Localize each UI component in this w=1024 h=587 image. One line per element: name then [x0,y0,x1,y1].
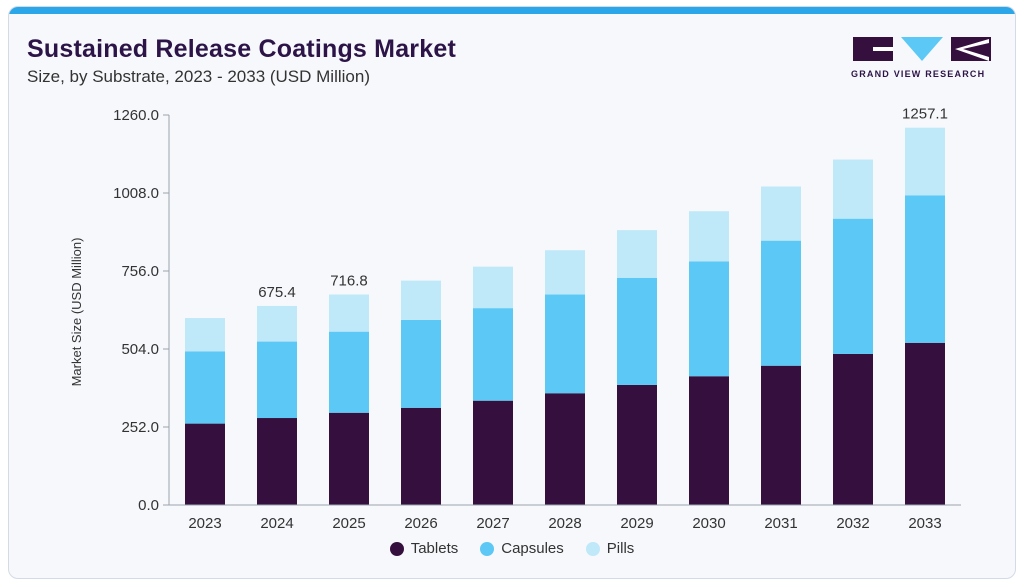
bar-capsules-2030 [689,261,729,377]
x-axis: 2023 2024 2025 2026 2027 2028 2029 2030 2031 2032… [169,504,961,532]
x-tick-label: 2029 [620,515,653,532]
legend-label: Tablets [410,540,459,557]
y-tick-label: 504.0 [121,341,159,358]
x-tick-label: 2030 [692,515,725,532]
y-tick-label: 252.0 [121,419,159,436]
legend: Tablets Capsules Pills [9,540,1015,557]
bars-group: 675.4 716.8 1257.1 [185,106,948,505]
bar-capsules-2033 [905,195,945,343]
bar-pills-2023 [185,318,225,352]
chart-card: Sustained Release Coatings Market Size, … [8,6,1016,579]
y-tick-label: 1260.0 [113,107,159,124]
x-tick-label: 2033 [908,515,941,532]
bar-tablets-2029 [617,384,657,505]
bar-tablets-2030 [689,376,729,505]
bar-pills-2024 [257,305,297,342]
bar-tablets-2027 [473,400,513,505]
bar-pills-2028 [545,250,585,295]
bar-capsules-2028 [545,294,585,394]
bar-tablets-2025 [329,412,369,505]
accent-top-bar [9,7,1015,14]
legend-swatch [480,541,495,556]
bar-tablets-2031 [761,365,801,505]
legend-item-pills: Pills [585,540,635,557]
bar-pills-2030 [689,211,729,262]
bar-pills-2031 [761,186,801,241]
stacked-bar-chart: 0.0 252.0 504.0 756.0 1008.0 1260.0 675.4 716.… [69,106,961,532]
x-tick-label: 2027 [476,515,509,532]
bar-capsules-2032 [833,218,873,354]
bar-capsules-2026 [401,319,441,408]
bar-pills-2029 [617,230,657,278]
y-tick-label: 756.0 [121,263,159,280]
x-tick-label: 2026 [404,515,437,532]
y-axis: 0.0 252.0 504.0 756.0 1008.0 1260.0 [113,107,170,514]
legend-label: Pills [606,540,635,557]
y-tick-label: 1008.0 [113,185,159,202]
bar-capsules-2024 [257,341,297,419]
y-tick-label: 0.0 [138,497,159,514]
bar-pills-2032 [833,159,873,219]
bar-tablets-2033 [905,342,945,505]
bar-capsules-2023 [185,351,225,424]
y-axis-label: Market Size (USD Million) [69,238,84,387]
legend-item-tablets: Tablets [389,540,459,557]
bar-capsules-2031 [761,240,801,366]
grand-view-research-logo: GRAND VIEW RESEARCH [851,35,996,87]
bar-capsules-2029 [617,277,657,385]
x-tick-label: 2031 [764,515,797,532]
total-value-label: 716.8 [330,273,368,290]
x-tick-label: 2028 [548,515,581,532]
legend-item-capsules: Capsules [480,540,564,557]
total-value-label: 1257.1 [902,106,948,123]
total-value-label: 675.4 [258,284,296,301]
bar-tablets-2023 [185,423,225,505]
bar-capsules-2025 [329,331,369,413]
bar-tablets-2028 [545,393,585,505]
bar-tablets-2024 [257,418,297,505]
logo-mark-icon [853,37,991,61]
x-tick-label: 2032 [836,515,869,532]
legend-label: Capsules [501,540,564,557]
chart-subtitle: Size, by Substrate, 2023 - 2033 (USD Mil… [27,67,370,86]
x-tick-label: 2023 [188,515,221,532]
x-tick-label: 2025 [332,515,365,532]
bar-capsules-2027 [473,308,513,401]
logo-text: GRAND VIEW RESEARCH [851,69,986,79]
bar-pills-2033 [905,127,945,196]
legend-swatch [585,541,600,556]
x-tick-label: 2024 [260,515,293,532]
bar-tablets-2026 [401,407,441,505]
bar-pills-2025 [329,294,369,332]
bar-pills-2027 [473,266,513,309]
legend-swatch [389,541,404,556]
bar-pills-2026 [401,280,441,320]
chart-title: Sustained Release Coatings Market [27,35,456,63]
bar-tablets-2032 [833,353,873,505]
